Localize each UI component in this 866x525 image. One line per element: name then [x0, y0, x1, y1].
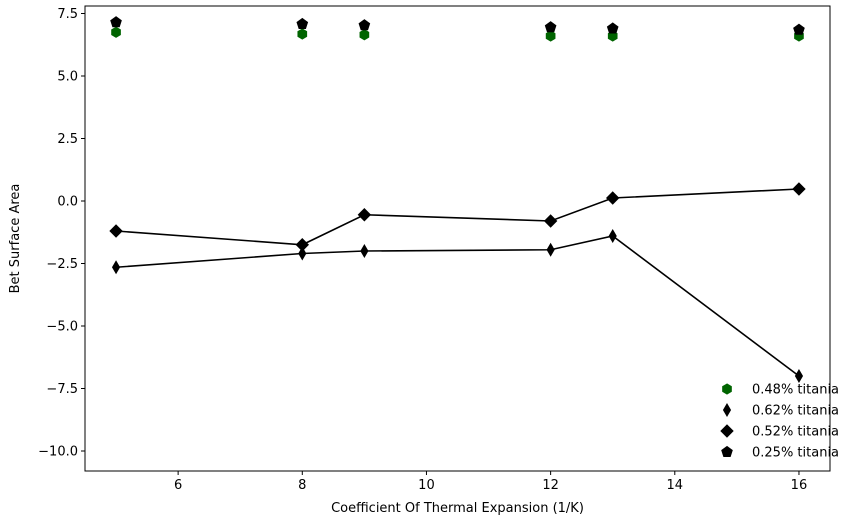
x-axis-ticks: 6 8 10 12 14 16 — [174, 471, 807, 493]
data-point — [607, 30, 618, 42]
y-axis-ticks: −10.0 −7.5 −5.0 −2.5 0.0 2.5 5.0 7.5 — [38, 7, 85, 460]
x-tick-label: 14 — [667, 478, 684, 493]
data-point — [358, 19, 371, 31]
legend-marker — [722, 383, 732, 395]
plot-area — [85, 6, 830, 471]
data-point — [543, 214, 558, 228]
data-point — [110, 16, 122, 28]
x-tick-label: 6 — [174, 478, 182, 493]
series-markers — [109, 16, 806, 383]
data-point — [360, 244, 369, 258]
data-point — [109, 224, 123, 238]
series-line — [115, 235, 800, 377]
legend-label: 0.25% titania — [752, 446, 839, 461]
legend-label: 0.48% titania — [752, 383, 839, 398]
data-point — [793, 23, 805, 35]
data-point — [295, 238, 309, 252]
legend-label: 0.62% titania — [752, 404, 839, 419]
data-point — [606, 22, 619, 34]
data-point — [111, 26, 121, 38]
legend-marker — [720, 424, 734, 438]
y-tick-label: −7.5 — [46, 382, 78, 397]
y-tick-label: −10.0 — [38, 445, 78, 460]
legend-label: 0.52% titania — [752, 425, 839, 440]
legend-marker — [722, 403, 732, 417]
data-point — [359, 29, 370, 41]
data-point — [357, 208, 372, 222]
data-point — [546, 242, 555, 257]
legend-marker — [721, 445, 733, 457]
data-point — [792, 182, 806, 196]
x-tick-label: 16 — [791, 478, 808, 493]
y-tick-label: 5.0 — [57, 70, 78, 85]
data-point — [111, 260, 121, 275]
data-point — [545, 30, 556, 42]
legend: 0.48% titania 0.62% titania 0.52% titania 0… — [720, 383, 839, 461]
series-line — [115, 188, 799, 246]
y-tick-label: 7.5 — [57, 7, 78, 22]
x-tick-label: 10 — [418, 478, 435, 493]
y-tick-label: −2.5 — [46, 257, 78, 272]
y-axis-label: Bet Surface Area — [8, 184, 23, 294]
x-tick-label: 12 — [542, 478, 559, 493]
y-tick-label: −5.0 — [46, 320, 78, 335]
data-point — [297, 28, 308, 40]
data-point — [608, 229, 617, 243]
y-tick-label: 2.5 — [57, 132, 78, 147]
plot-frame — [84, 5, 831, 472]
series-lines — [115, 188, 800, 377]
data-point — [296, 17, 309, 29]
x-axis-label: Coefficient Of Thermal Expansion (1/K) — [331, 501, 584, 516]
data-point — [794, 369, 804, 383]
y-tick-label: 0.0 — [57, 195, 78, 210]
data-point — [298, 246, 307, 261]
x-tick-label: 8 — [298, 478, 306, 493]
data-point — [544, 21, 557, 33]
data-point — [606, 191, 620, 205]
